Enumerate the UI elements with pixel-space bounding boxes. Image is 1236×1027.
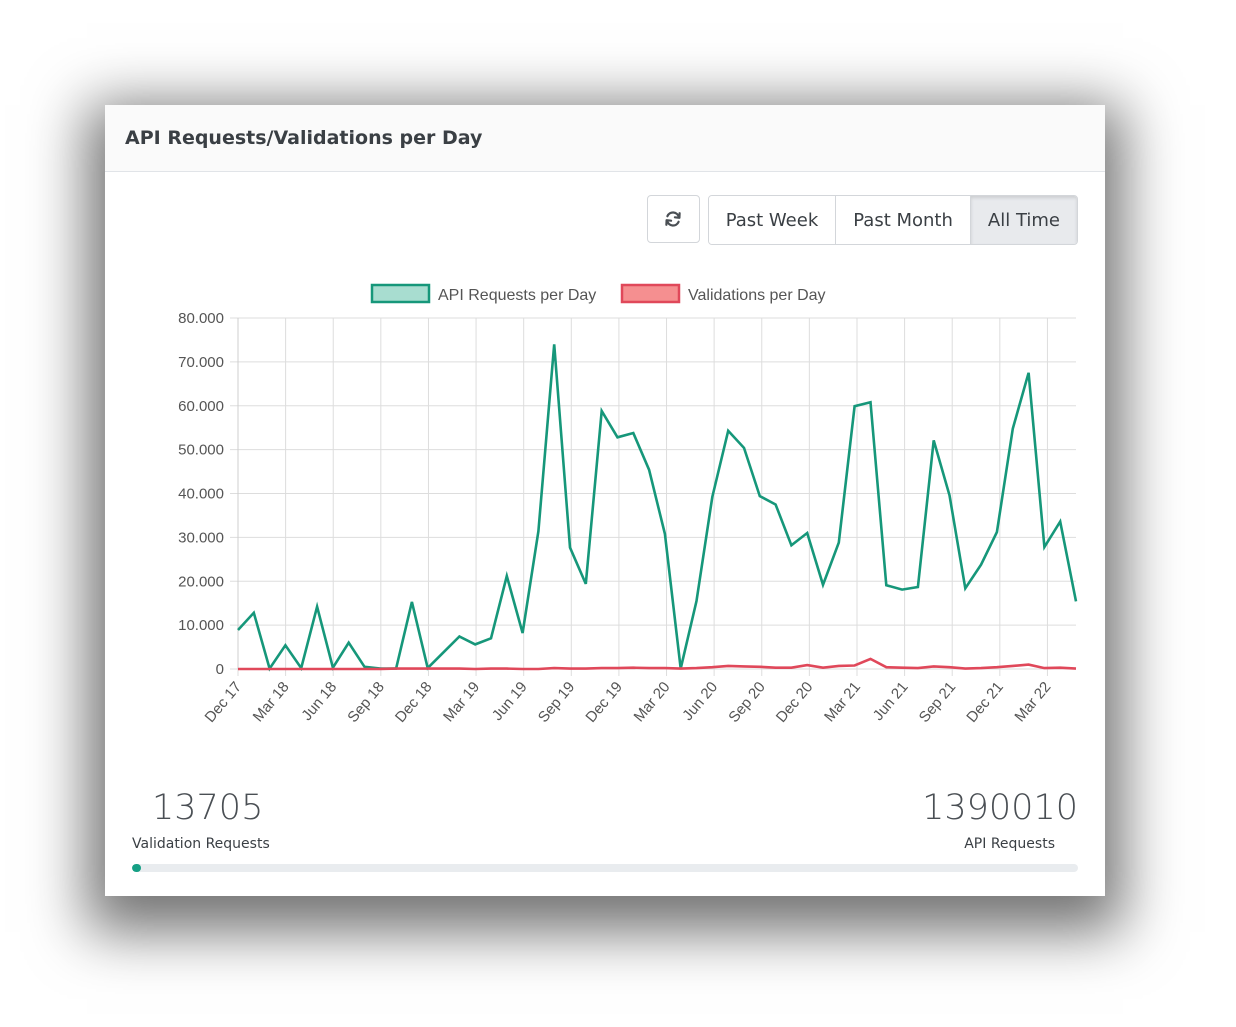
card-title: API Requests/Validations per Day xyxy=(125,127,483,149)
api-requests-card: API Requests/Validations per Day Past We… xyxy=(105,105,1105,896)
y-tick-label: 80.000 xyxy=(178,310,224,327)
x-tick-label: Mar 18 xyxy=(250,679,293,726)
x-tick-label: Dec 17 xyxy=(201,679,245,726)
y-tick-label: 70.000 xyxy=(178,354,224,371)
y-tick-label: 40.000 xyxy=(178,486,224,503)
api-stat: 1390010 API Requests xyxy=(922,788,1078,852)
legend-swatch-api[interactable] xyxy=(370,283,431,304)
chart-toolbar: Past Week Past Month All Time xyxy=(646,195,1078,245)
legend-label-api[interactable]: API Requests per Day xyxy=(438,287,596,304)
x-tick-label: Dec 21 xyxy=(963,679,1007,726)
x-tick-label: Mar 20 xyxy=(631,679,674,726)
x-tick-label: Jun 18 xyxy=(298,679,340,724)
range-button-group: Past Week Past Month All Time xyxy=(707,195,1078,245)
api-requests-line xyxy=(237,344,1078,672)
card-header: API Requests/Validations per Day xyxy=(105,105,1105,172)
x-tick-label: Dec 19 xyxy=(582,679,626,726)
validation-stat: 13705 Validation Requests xyxy=(132,788,270,852)
validation-progress-bar xyxy=(132,864,1078,872)
x-tick-label: Sep 21 xyxy=(916,679,960,726)
x-tick-label: Jun 21 xyxy=(870,679,912,724)
x-tick-label: Sep 18 xyxy=(344,679,388,726)
past-week-button[interactable]: Past Week xyxy=(708,196,837,244)
y-tick-label: 0 xyxy=(216,661,224,678)
x-tick-label: Mar 21 xyxy=(821,679,864,726)
refresh-icon xyxy=(665,211,681,227)
x-tick-label: Dec 18 xyxy=(392,679,436,726)
validations-line xyxy=(238,657,1077,671)
all-time-button[interactable]: All Time xyxy=(970,196,1077,244)
y-tick-label: 30.000 xyxy=(178,529,224,546)
validation-label: Validation Requests xyxy=(132,836,270,852)
x-tick-label: Sep 19 xyxy=(535,679,579,726)
x-tick-label: Mar 19 xyxy=(440,679,483,726)
api-count: 1390010 xyxy=(922,788,1078,828)
y-tick-label: 50.000 xyxy=(178,442,224,459)
past-month-button[interactable]: Past Month xyxy=(836,196,971,244)
y-tick-label: 20.000 xyxy=(178,573,224,590)
y-tick-label: 10.000 xyxy=(178,617,224,634)
x-tick-label: Jun 20 xyxy=(679,679,721,724)
y-tick-label: 60.000 xyxy=(178,398,224,415)
x-tick-label: Sep 20 xyxy=(725,679,769,726)
validation-progress-fill xyxy=(132,864,142,872)
api-label: API Requests xyxy=(964,836,1055,852)
x-tick-label: Dec 20 xyxy=(773,679,817,726)
validation-count: 13705 xyxy=(152,788,264,828)
legend-label-validations[interactable]: Validations per Day xyxy=(688,287,826,304)
x-tick-label: Jun 19 xyxy=(489,679,531,724)
x-tick-label: Mar 22 xyxy=(1011,679,1054,726)
refresh-button[interactable] xyxy=(646,195,700,243)
requests-line-chart: 0 10.000 20.000 30.000 40.000 50.000 60.000 70.… xyxy=(178,283,1078,726)
legend-swatch-validations[interactable] xyxy=(620,283,681,304)
